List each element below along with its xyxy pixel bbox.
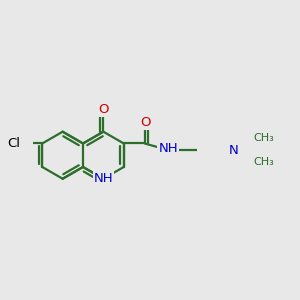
Text: NH: NH xyxy=(158,142,178,154)
Text: CH₃: CH₃ xyxy=(254,133,274,143)
Text: N: N xyxy=(229,143,238,157)
Text: NH: NH xyxy=(94,172,113,185)
Text: O: O xyxy=(141,116,151,129)
Text: CH₃: CH₃ xyxy=(254,157,274,167)
Text: Cl: Cl xyxy=(7,137,20,150)
Text: O: O xyxy=(98,103,109,116)
